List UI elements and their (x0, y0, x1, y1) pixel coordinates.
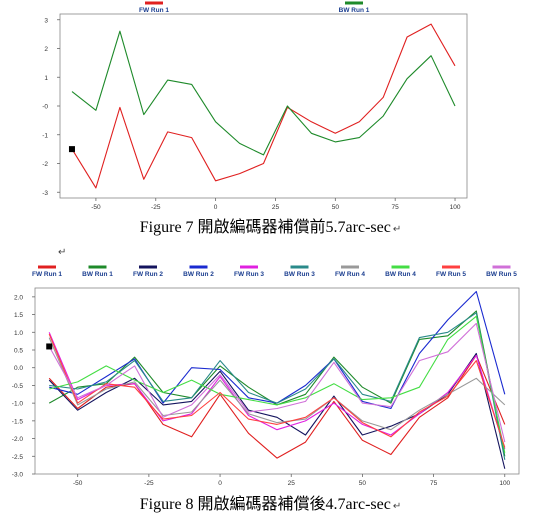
x-tick-label: -25 (144, 480, 154, 487)
y-tick-label: -0 (42, 104, 48, 111)
y-tick-label: 0.5 (14, 348, 23, 355)
x-tick-label: 75 (430, 480, 438, 487)
paragraph-mark-icon: ↵ (58, 247, 67, 258)
x-tick-label: 25 (272, 204, 280, 211)
cursor-marker (68, 146, 75, 153)
series-line (49, 312, 506, 460)
legend-label: FW Run 1 (32, 271, 62, 278)
y-tick-label: -2 (42, 161, 48, 168)
legend-label: BW Run 1 (339, 7, 370, 14)
series-line (48, 322, 506, 443)
y-tick-label: 1.5 (14, 312, 23, 319)
x-tick-label: 50 (332, 204, 340, 211)
y-tick-label: -2.0 (12, 436, 24, 443)
y-tick-label: -2.5 (12, 454, 24, 461)
legend-label: BW Run 4 (385, 271, 416, 278)
x-tick-label: -50 (73, 480, 83, 487)
series-line (48, 333, 506, 448)
x-tick-label: 0 (214, 204, 218, 211)
y-tick-label: -3 (42, 190, 48, 197)
x-tick-label: 0 (218, 480, 222, 487)
legend-label: BW Run 5 (486, 271, 517, 278)
x-tick-label: 25 (288, 480, 296, 487)
x-tick-label: -50 (91, 204, 101, 211)
figure-8-caption-text: Figure 8 開啟編碼器補償後4.7arc-sec (139, 496, 391, 513)
series-line (48, 337, 506, 431)
legend-label: BW Run 1 (82, 271, 113, 278)
y-tick-label: 1 (44, 75, 48, 82)
x-tick-label: 75 (392, 204, 400, 211)
y-tick-label: -3.0 (12, 472, 24, 479)
plot-frame (34, 287, 520, 475)
plot-frame (59, 13, 468, 199)
y-tick-label: -1.5 (12, 418, 24, 425)
figure-7-caption: Figure 7 開啟編碼器補償前5.7arc-sec ↵ (0, 213, 541, 237)
y-tick-label: -0.5 (12, 383, 24, 390)
legend-label: BW Run 2 (183, 271, 214, 278)
x-tick-label: 50 (359, 480, 367, 487)
x-tick-label: 100 (499, 480, 510, 487)
legend-label: FW Run 4 (335, 271, 365, 278)
legend-label: FW Run 2 (133, 271, 163, 278)
cursor-marker (46, 343, 53, 350)
legend-label: FW Run 1 (139, 7, 169, 14)
y-tick-label: 2 (44, 46, 48, 53)
legend-label: BW Run 3 (284, 271, 315, 278)
y-tick-label: 2.0 (14, 294, 23, 301)
figure-8-caption: Figure 8 開啟編碼器補償後4.7arc-sec ↵ (0, 490, 541, 514)
paragraph-mark-icon: ↵ (392, 224, 402, 235)
y-tick-label: -1.0 (12, 401, 24, 408)
x-tick-label: 100 (450, 204, 461, 211)
y-tick-label: -1 (42, 132, 48, 139)
series-line (71, 30, 456, 156)
y-tick-label: 3 (44, 17, 48, 24)
legend-label: FW Run 3 (234, 271, 264, 278)
legend-label: FW Run 5 (436, 271, 466, 278)
series-line (48, 354, 506, 459)
y-tick-label: 0.0 (14, 365, 23, 372)
x-tick-label: -25 (151, 204, 161, 211)
paragraph-mark-icon: ↵ (392, 501, 402, 512)
series-line (71, 23, 456, 189)
figure-7-caption-text: Figure 7 開啟編碼器補償前5.7arc-sec (139, 219, 391, 236)
y-tick-label: 1.0 (14, 330, 23, 337)
series-line (49, 315, 506, 453)
